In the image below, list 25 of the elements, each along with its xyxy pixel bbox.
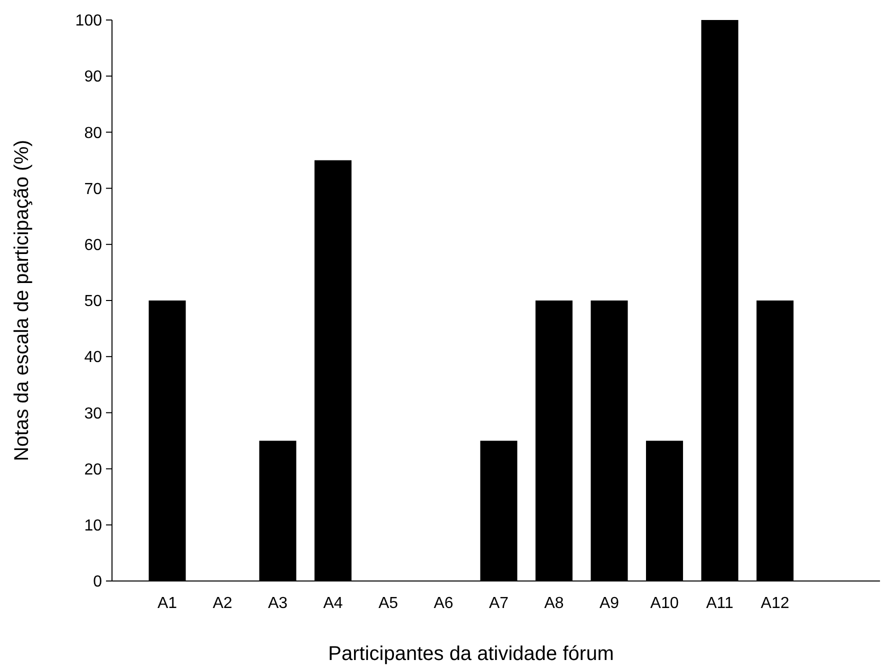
y-tick-label: 50: [84, 293, 102, 310]
x-tick-label: A12: [760, 595, 790, 612]
y-axis-title: Notas da escala de participação (%): [11, 140, 33, 462]
x-tick-label: A5: [378, 595, 398, 612]
x-tick-label: A6: [434, 595, 454, 612]
y-tick-label: 30: [84, 405, 102, 422]
y-tick-label: 70: [84, 180, 102, 198]
x-tick-label: A9: [599, 595, 620, 612]
x-tick-label: A3: [268, 595, 288, 612]
x-tick-label: A1: [157, 595, 178, 612]
y-tick-label: 80: [84, 124, 102, 142]
x-tick-label: A7: [488, 595, 509, 612]
x-axis-title: Participantes da atividade fórum: [328, 643, 614, 665]
x-tick-label: A2: [212, 595, 232, 612]
y-tick-label: 90: [84, 68, 102, 86]
y-tick-label: 10: [84, 518, 102, 534]
x-tick-label: A8: [544, 595, 564, 612]
x-tick-label: A11: [706, 595, 734, 612]
y-tick-label: 60: [84, 237, 102, 254]
y-tick-label: 40: [84, 349, 102, 366]
x-tick-label: A4: [323, 595, 343, 612]
y-tick-label: 20: [84, 461, 102, 478]
x-tick-label: A10: [650, 595, 679, 612]
y-tick-label: 0: [93, 574, 102, 591]
y-tick-label: 100: [75, 12, 102, 30]
